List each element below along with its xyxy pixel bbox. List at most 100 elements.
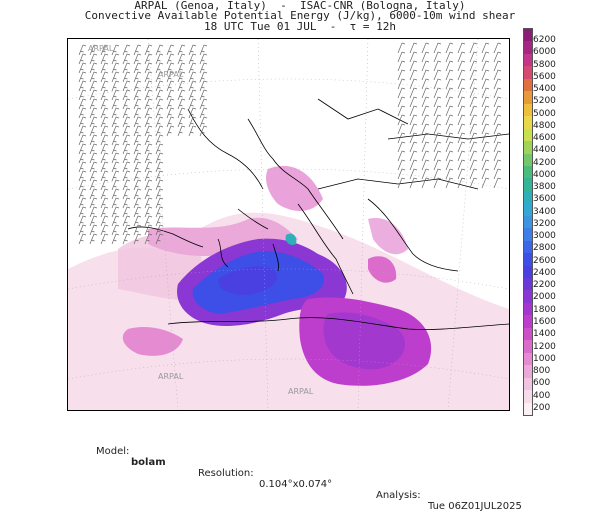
wind-barb <box>78 62 87 74</box>
colorbar-tick-label: 5200 <box>533 96 556 107</box>
wind-barb <box>421 87 430 99</box>
wind-barb <box>133 179 142 191</box>
wind-barb <box>155 188 164 200</box>
wind-barb <box>133 44 142 56</box>
wind-barb <box>155 98 164 110</box>
wind-barb <box>155 134 164 146</box>
colorbar-segment <box>524 116 532 130</box>
wind-barb <box>89 53 98 65</box>
wind-barb <box>100 215 109 227</box>
colorbar-segment <box>524 141 532 154</box>
wind-barb <box>421 105 430 117</box>
wind-barb <box>155 215 164 227</box>
wind-barb <box>409 168 418 180</box>
wind-barb <box>177 125 186 137</box>
wind-barb <box>493 141 502 153</box>
colorbar-tick-label: 1600 <box>533 316 556 327</box>
wind-barb <box>409 69 418 81</box>
wind-barb <box>122 224 131 236</box>
wind-barb <box>144 89 153 101</box>
wind-barb <box>144 188 153 200</box>
wind-barb <box>89 152 98 164</box>
wind-barb <box>188 89 197 101</box>
wind-barb <box>166 53 175 65</box>
wind-barb <box>78 116 87 128</box>
wind-barb <box>133 161 142 173</box>
wind-barb <box>445 168 454 180</box>
header-line-credits: ARPAL (Genoa, Italy) - ISAC-CNR (Bologna… <box>134 0 466 12</box>
wind-barb <box>469 150 478 162</box>
colorbar-tick-label: 200 <box>533 402 551 413</box>
wind-barb <box>433 69 442 81</box>
colorbar-tick-label: 1200 <box>533 341 556 352</box>
wind-barb <box>122 179 131 191</box>
wind-barb <box>445 141 454 153</box>
wind-barb <box>188 62 197 74</box>
wind-barb <box>409 123 418 135</box>
colorbar-segment <box>524 352 532 366</box>
watermark: ARPAL <box>158 70 184 79</box>
wind-barb <box>188 53 197 65</box>
wind-barb <box>122 53 131 65</box>
wind-barb <box>100 197 109 209</box>
wind-barb <box>457 87 466 99</box>
colorbar-segment <box>524 265 532 279</box>
colorbar-segment <box>524 302 532 316</box>
wind-barb <box>122 98 131 110</box>
model-value: bolam <box>131 457 166 468</box>
wind-barb <box>421 123 430 135</box>
wind-barb <box>122 152 131 164</box>
wind-barb <box>481 78 490 90</box>
wind-barb <box>469 105 478 117</box>
wind-barb <box>89 215 98 227</box>
wind-barb <box>122 134 131 146</box>
colorbar-tick-label: 3200 <box>533 218 556 229</box>
colorbar-tick-label: 2400 <box>533 267 556 278</box>
wind-barb <box>457 78 466 90</box>
wind-barb <box>188 71 197 83</box>
wind-barb <box>78 233 87 245</box>
wind-barb <box>481 114 490 126</box>
wind-barb <box>166 98 175 110</box>
wind-barb <box>144 80 153 92</box>
wind-barb <box>122 206 131 218</box>
wind-barb <box>122 107 131 119</box>
colorbar-segment <box>524 41 532 55</box>
wind-barb <box>89 188 98 200</box>
wind-barb <box>133 107 142 119</box>
colorbar-segment <box>524 29 532 42</box>
colorbar-segment <box>524 78 532 92</box>
wind-barb <box>421 114 430 126</box>
wind-barb <box>188 80 197 92</box>
wind-barb <box>409 141 418 153</box>
wind-barb <box>111 179 120 191</box>
watermarks: ARPAL ARPAL ARPAL ARPAL <box>88 44 314 396</box>
colorbar-tick-label: 600 <box>533 378 551 389</box>
wind-barb <box>144 143 153 155</box>
wind-barb <box>89 98 98 110</box>
wind-barb <box>133 233 142 245</box>
wind-barb <box>144 215 153 227</box>
wind-barb <box>111 206 120 218</box>
wind-barb <box>481 96 490 108</box>
colorbar-segment <box>524 278 532 291</box>
wind-barb <box>111 116 120 128</box>
wind-barb <box>100 134 109 146</box>
wind-barb <box>133 188 142 200</box>
wind-barb <box>457 123 466 135</box>
wind-barb <box>89 224 98 236</box>
wind-barb <box>457 114 466 126</box>
wind-barb <box>469 96 478 108</box>
wind-barb <box>133 224 142 236</box>
wind-barb <box>421 141 430 153</box>
wind-barb <box>89 80 98 92</box>
wind-barb <box>493 78 502 90</box>
wind-barb <box>89 89 98 101</box>
wind-barb <box>433 96 442 108</box>
wind-barb <box>155 116 164 128</box>
wind-barb <box>421 78 430 90</box>
wind-barb <box>111 89 120 101</box>
wind-barb <box>445 132 454 144</box>
wind-barb <box>122 44 131 56</box>
colorbar-tick-label: 2000 <box>533 292 556 303</box>
